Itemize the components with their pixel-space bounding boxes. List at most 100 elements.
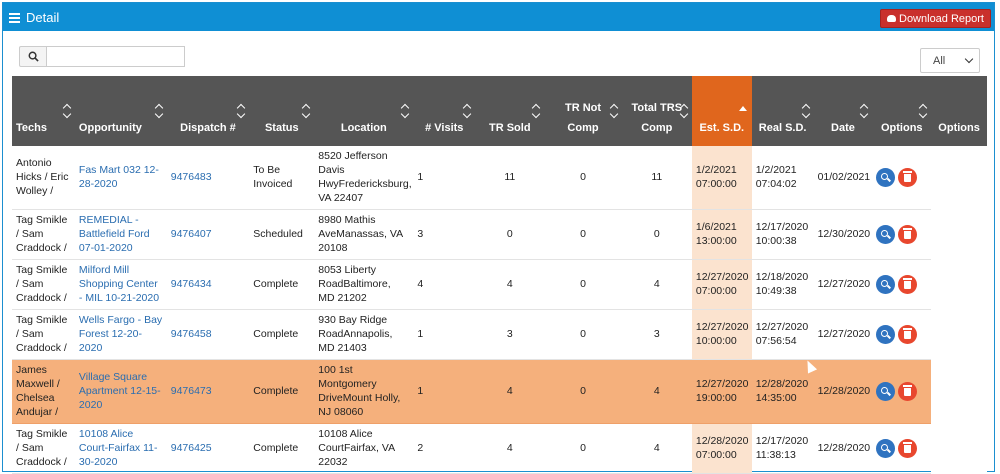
cloud-download-icon: [887, 15, 896, 22]
cell-empty: [931, 309, 987, 359]
download-label: Download Report: [899, 12, 984, 25]
search-button[interactable]: [19, 46, 47, 67]
cell-tr-sold: 0: [475, 209, 545, 260]
col-header-tr-sold[interactable]: TR Sold: [475, 76, 545, 146]
delete-button[interactable]: [898, 274, 918, 294]
cell-tr-sold: 4: [475, 359, 545, 424]
cell-tr-not-comp: 0: [544, 423, 622, 474]
cell-opportunity[interactable]: Fas Mart 032 12-28-2020: [74, 146, 167, 210]
col-header-total-trs-comp[interactable]: Total TRS Comp: [621, 76, 692, 146]
delete-button[interactable]: [898, 381, 918, 401]
cell-visits: 1: [413, 309, 476, 360]
cell-visits: 1: [413, 146, 476, 210]
col-header-location[interactable]: Location: [314, 76, 414, 146]
trash-icon: [903, 171, 913, 183]
cell-visits: 3: [413, 209, 476, 260]
col-header-dispatch[interactable]: Dispatch #: [166, 76, 250, 146]
cell-opportunity[interactable]: Milford Mill Shopping Center - MIL 10-21…: [74, 259, 167, 310]
cell-dispatch[interactable]: 9476407: [166, 209, 250, 260]
cell-date: 12/27/2020: [813, 309, 873, 360]
cell-real-sd: 12/18/2020 10:49:38: [751, 259, 814, 310]
col-header-date[interactable]: Date: [813, 76, 873, 146]
magnifier-icon: [881, 386, 889, 394]
col-header-est-sd[interactable]: Est. S.D.: [691, 76, 752, 146]
magnifier-icon: [881, 172, 889, 180]
sort-icon: [401, 105, 409, 117]
view-button[interactable]: [876, 324, 896, 344]
sort-icon: [237, 105, 245, 117]
magnifier-icon: [881, 443, 889, 451]
view-button[interactable]: [876, 381, 896, 401]
cell-tr-not-comp: 0: [544, 359, 622, 424]
sort-icon: [802, 105, 810, 117]
cell-empty: [931, 423, 987, 473]
col-header-visits[interactable]: # Visits: [413, 76, 476, 146]
cell-status: Complete: [249, 259, 315, 310]
cell-options: [872, 259, 932, 310]
cell-total-trs-comp: 11: [621, 146, 692, 210]
table-row: Antonio Hicks / Eric Wolley / Fas Mart 03…: [12, 146, 987, 210]
col-header-real-sd[interactable]: Real S.D.: [751, 76, 814, 146]
search-input[interactable]: [47, 46, 185, 67]
cell-est-sd: 12/27/2020 19:00:00: [691, 359, 752, 424]
col-header-status[interactable]: Status: [249, 76, 315, 146]
cell-options: [872, 309, 932, 360]
search-toolbar: [19, 46, 185, 67]
cell-opportunity[interactable]: 10108 Alice Court-Fairfax 11-30-2020: [74, 423, 167, 474]
list-icon: [9, 12, 20, 23]
cell-dispatch[interactable]: 9476473: [166, 359, 250, 424]
cell-empty: [931, 359, 987, 423]
cell-tr-sold: 11: [475, 146, 545, 210]
view-button[interactable]: [876, 274, 896, 294]
table-row: Tag Smikle / Sam Craddock / Milford Mill …: [12, 259, 987, 310]
col-header-tr-not-comp[interactable]: TR Not Comp: [544, 76, 622, 146]
cell-dispatch[interactable]: 9476458: [166, 309, 250, 360]
cell-date: 12/28/2020: [813, 423, 873, 474]
cell-empty: [931, 209, 987, 259]
cell-tr-not-comp: 0: [544, 146, 622, 210]
delete-button[interactable]: [898, 438, 918, 458]
cell-options: [872, 209, 932, 260]
cell-real-sd: 12/27/2020 07:56:54: [751, 309, 814, 360]
table-row: Tag Smikle / Sam Craddock / REMEDIAL - Ba…: [12, 209, 987, 260]
cell-visits: 2: [413, 423, 476, 474]
cell-location: 8520 Jefferson Davis HwyFredericksburg, …: [314, 146, 414, 210]
view-button[interactable]: [876, 438, 896, 458]
delete-button[interactable]: [898, 224, 918, 244]
table-header-row: Techs Opportunity Dispatch # Status Loca…: [12, 76, 987, 146]
trash-icon: [903, 328, 913, 339]
sort-icon: [680, 105, 688, 117]
cell-tr-sold: 4: [475, 423, 545, 474]
cell-total-trs-comp: 4: [621, 423, 692, 474]
cell-opportunity[interactable]: Wells Fargo - Bay Forest 12-20-2020: [74, 309, 167, 360]
col-header-opportunity[interactable]: Opportunity: [74, 76, 167, 146]
col-header-techs[interactable]: Techs: [12, 76, 75, 146]
cell-dispatch[interactable]: 9476425: [166, 423, 250, 474]
cell-opportunity[interactable]: REMEDIAL - Battlefield Ford 07-01-2020: [74, 209, 167, 260]
download-report-button[interactable]: Download Report: [880, 9, 991, 28]
cell-tr-not-comp: 0: [544, 309, 622, 360]
cell-options: [872, 146, 932, 210]
cell-empty: [931, 146, 987, 209]
cell-visits: 1: [413, 359, 476, 424]
cell-location: 8053 Liberty RoadBaltimore, MD 21202: [314, 259, 414, 310]
view-button[interactable]: [876, 167, 896, 187]
delete-button[interactable]: [898, 324, 918, 344]
delete-button[interactable]: [898, 167, 918, 187]
view-button[interactable]: [876, 224, 896, 244]
cell-techs: Tag Smikle / Sam Craddock /: [12, 309, 75, 360]
cell-dispatch[interactable]: 9476434: [166, 259, 250, 310]
cell-opportunity[interactable]: Village Square Apartment 12-15-2020: [74, 359, 167, 424]
cell-total-trs-comp: 4: [621, 359, 692, 424]
cell-dispatch[interactable]: 9476483: [166, 146, 250, 210]
filter-select[interactable]: All: [920, 48, 980, 73]
cell-techs: Tag Smikle / Sam Craddock /: [12, 209, 75, 260]
sort-icon: [155, 105, 163, 117]
cell-real-sd: 12/17/2020 11:38:13: [751, 423, 814, 474]
cell-tr-sold: 3: [475, 309, 545, 360]
trash-icon: [903, 442, 913, 453]
cell-location: 10108 Alice CourtFairfax, VA 22032: [314, 423, 414, 474]
cell-est-sd: 1/2/2021 07:00:00: [691, 146, 752, 210]
cell-est-sd: 1/6/2021 13:00:00: [691, 209, 752, 260]
col-header-options[interactable]: Options: [872, 76, 932, 146]
